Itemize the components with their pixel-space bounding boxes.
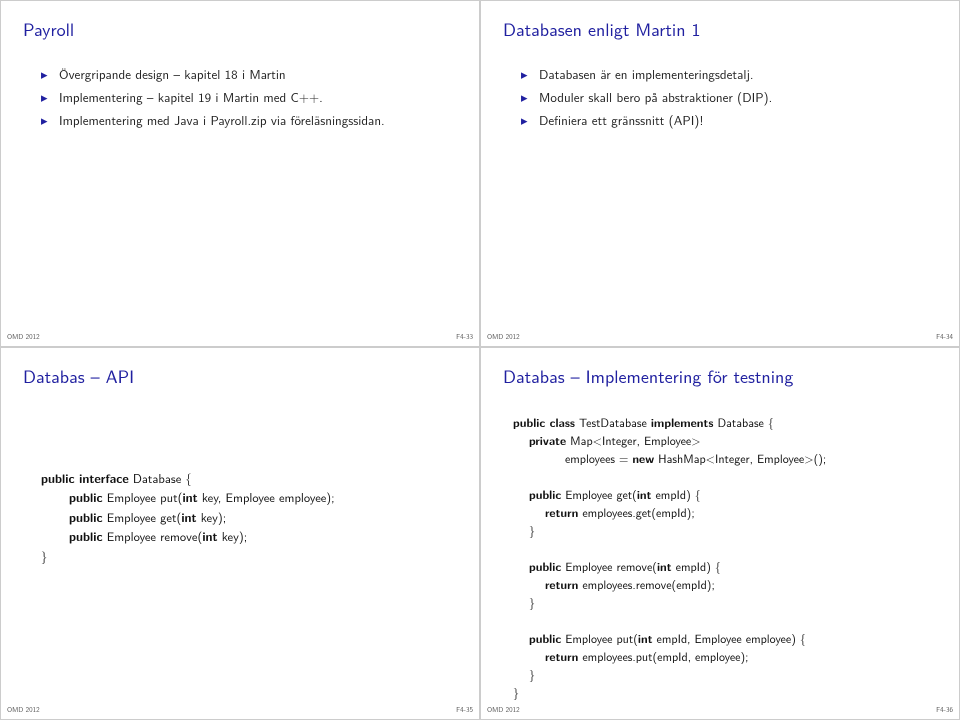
code-kw: public xyxy=(529,629,561,647)
slide-content: Databasen är en implementeringsdetalj. M… xyxy=(521,66,937,131)
slide-footer: OMD 2012 F4-34 xyxy=(481,332,959,342)
code-block: public interface Database { public Emplo… xyxy=(41,469,457,566)
code-kw: public interface xyxy=(41,469,129,487)
footer-right: F4-33 xyxy=(456,332,473,342)
code-text: Employee remove( xyxy=(561,557,657,575)
code-text: Employee put( xyxy=(103,488,183,506)
code-kw: int xyxy=(638,629,653,647)
code-text: } xyxy=(529,593,535,611)
footer-right: F4-36 xyxy=(936,705,953,715)
bullet-list: Övergripande design – kapitel 18 i Marti… xyxy=(41,66,457,131)
bullet-item: Implementering – kapitel 19 i Martin med… xyxy=(41,89,457,108)
footer-right: F4-35 xyxy=(456,705,473,715)
footer-left: OMD 2012 xyxy=(7,705,40,715)
slide-databas-api: Databas – API public interface Database … xyxy=(0,347,480,720)
slide-title: Databasen enligt Martin 1 xyxy=(503,15,937,42)
footer-right: F4-34 xyxy=(936,332,953,342)
code-text: empId) { xyxy=(672,557,721,575)
code-text: employees = xyxy=(565,449,632,467)
slide-payroll: Payroll Övergripande design – kapitel 18… xyxy=(0,0,480,347)
code-kw: public xyxy=(529,557,561,575)
slide-databas-impl: Databas – Implementering för testning pu… xyxy=(480,347,960,720)
code-kw: int xyxy=(202,527,217,545)
bullet-item: Implementering med Java i Payroll.zip vi… xyxy=(41,112,457,131)
code-kw: int xyxy=(657,557,672,575)
slide-title: Databas – Implementering för testning xyxy=(503,362,937,389)
code-text: } xyxy=(529,521,535,539)
slide-content: public interface Database { public Emplo… xyxy=(41,469,457,566)
code-kw: implements xyxy=(651,413,714,431)
slide-title: Payroll xyxy=(23,15,457,42)
code-text: HashMap<Integer, Employee>(); xyxy=(654,449,826,467)
slide-grid: Payroll Övergripande design – kapitel 18… xyxy=(0,0,960,720)
code-text: key); xyxy=(197,508,227,526)
bullet-item: Definiera ett gränssnitt (API)! xyxy=(521,112,937,131)
code-kw: int xyxy=(181,508,196,526)
slide-content: public class TestDatabase implements Dat… xyxy=(513,413,937,701)
slide-title: Databas – API xyxy=(23,362,457,389)
code-kw: public xyxy=(69,488,103,506)
code-text: Map<Integer, Employee> xyxy=(566,431,700,449)
footer-left: OMD 2012 xyxy=(487,705,520,715)
slide-footer: OMD 2012 F4-36 xyxy=(481,705,959,715)
code-kw: int xyxy=(182,488,197,506)
code-kw: private xyxy=(529,431,566,449)
bullet-item: Databasen är en implementeringsdetalj. xyxy=(521,66,937,85)
code-kw: return xyxy=(545,575,578,593)
code-text: key); xyxy=(218,527,248,545)
code-kw: public class xyxy=(513,413,575,431)
slide-footer: OMD 2012 F4-33 xyxy=(1,332,479,342)
code-kw: return xyxy=(545,503,578,521)
code-kw: return xyxy=(545,647,578,665)
code-text: key, Employee employee); xyxy=(198,488,335,506)
code-text: } xyxy=(513,683,519,701)
bullet-item: Moduler skall bero på abstraktioner (DIP… xyxy=(521,89,937,108)
code-text: empId, Employee employee) { xyxy=(653,629,806,647)
footer-left: OMD 2012 xyxy=(7,332,40,342)
code-text: employees.remove(empId); xyxy=(578,575,714,593)
code-text: Database { xyxy=(129,469,192,487)
slide-databasen-martin: Databasen enligt Martin 1 Databasen är e… xyxy=(480,0,960,347)
code-text: employees.put(empId, employee); xyxy=(578,647,748,665)
code-text: } xyxy=(529,665,535,683)
code-kw: int xyxy=(637,485,652,503)
code-kw: public xyxy=(529,485,561,503)
code-text: Employee remove( xyxy=(103,527,203,545)
code-text: Employee put( xyxy=(561,629,638,647)
code-text: empId) { xyxy=(651,485,700,503)
code-block: public class TestDatabase implements Dat… xyxy=(513,413,937,701)
code-kw: public xyxy=(69,508,103,526)
code-kw: public xyxy=(69,527,103,545)
bullet-item: Övergripande design – kapitel 18 i Marti… xyxy=(41,66,457,85)
code-text: Database { xyxy=(713,413,773,431)
code-text: TestDatabase xyxy=(575,413,651,431)
footer-left: OMD 2012 xyxy=(487,332,520,342)
slide-footer: OMD 2012 F4-35 xyxy=(1,705,479,715)
code-text: } xyxy=(41,547,47,565)
code-kw: new xyxy=(632,449,654,467)
bullet-list: Databasen är en implementeringsdetalj. M… xyxy=(521,66,937,131)
code-text: employees.get(empId); xyxy=(578,503,694,521)
slide-content: Övergripande design – kapitel 18 i Marti… xyxy=(41,66,457,131)
code-text: Employee get( xyxy=(103,508,182,526)
code-text: Employee get( xyxy=(561,485,637,503)
